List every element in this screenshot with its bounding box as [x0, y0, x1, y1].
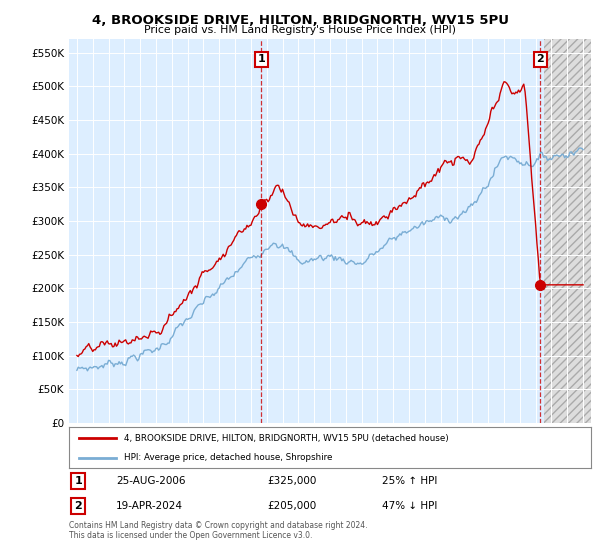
Text: Price paid vs. HM Land Registry's House Price Index (HPI): Price paid vs. HM Land Registry's House …: [144, 25, 456, 35]
Text: Contains HM Land Registry data © Crown copyright and database right 2024.
This d: Contains HM Land Registry data © Crown c…: [69, 521, 367, 540]
Text: 25-AUG-2006: 25-AUG-2006: [116, 476, 185, 486]
Text: £205,000: £205,000: [268, 501, 317, 511]
Text: 1: 1: [257, 54, 265, 64]
Text: 47% ↓ HPI: 47% ↓ HPI: [382, 501, 437, 511]
Bar: [544, 32, 591, 423]
Text: 19-APR-2024: 19-APR-2024: [116, 501, 183, 511]
Text: HPI: Average price, detached house, Shropshire: HPI: Average price, detached house, Shro…: [124, 453, 332, 462]
Text: 4, BROOKSIDE DRIVE, HILTON, BRIDGNORTH, WV15 5PU (detached house): 4, BROOKSIDE DRIVE, HILTON, BRIDGNORTH, …: [124, 433, 449, 442]
Text: 1: 1: [74, 476, 82, 486]
Text: 2: 2: [536, 54, 544, 64]
Text: 25% ↑ HPI: 25% ↑ HPI: [382, 476, 437, 486]
Text: 4, BROOKSIDE DRIVE, HILTON, BRIDGNORTH, WV15 5PU: 4, BROOKSIDE DRIVE, HILTON, BRIDGNORTH, …: [91, 14, 509, 27]
Text: £325,000: £325,000: [268, 476, 317, 486]
Text: 2: 2: [74, 501, 82, 511]
